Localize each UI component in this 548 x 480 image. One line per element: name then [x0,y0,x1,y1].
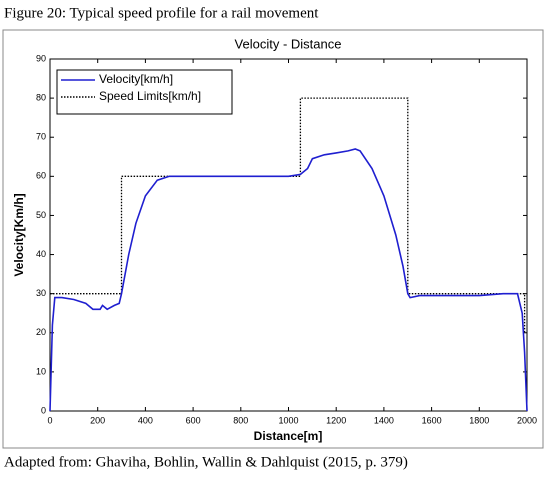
y-tick-label: 80 [36,92,46,102]
x-axis-label: Distance[m] [254,429,323,443]
chart-title: Velocity - Distance [235,36,342,51]
plot-area [49,58,528,412]
y-axis-label: Velocity[Km/h] [12,193,26,276]
source: Adapted from: Ghaviha, Bohlin, Wallin & … [4,454,408,470]
x-tick-label: 400 [138,415,153,425]
caption: Figure 20: Typical speed profile for a r… [4,5,319,21]
y-tick-label: 90 [36,53,46,63]
x-tick-label: 2000 [517,415,537,425]
x-tick-label: 1000 [278,415,298,425]
series-line [49,148,528,412]
x-tick-label: 1200 [326,415,346,425]
legend-label: Speed Limits[km/h] [99,89,201,103]
x-tick-label: 200 [90,415,105,425]
legend-label: Velocity[km/h] [99,72,173,86]
x-tick-label: 600 [186,415,201,425]
y-tick-label: 30 [36,288,46,298]
y-tick-label: 20 [36,327,46,337]
x-tick-label: 0 [47,415,52,425]
x-tick-label: 800 [233,415,248,425]
y-tick-label: 70 [36,132,46,142]
y-tick-label: 40 [36,249,46,259]
y-tick-label: 10 [36,366,46,376]
y-tick-label: 0 [41,405,46,415]
legend-box [56,69,233,115]
y-tick-label: 60 [36,171,46,181]
y-tick-label: 50 [36,210,46,220]
x-tick-label: 1400 [374,415,394,425]
x-tick-label: 1600 [422,415,442,425]
x-tick-label: 1800 [469,415,489,425]
